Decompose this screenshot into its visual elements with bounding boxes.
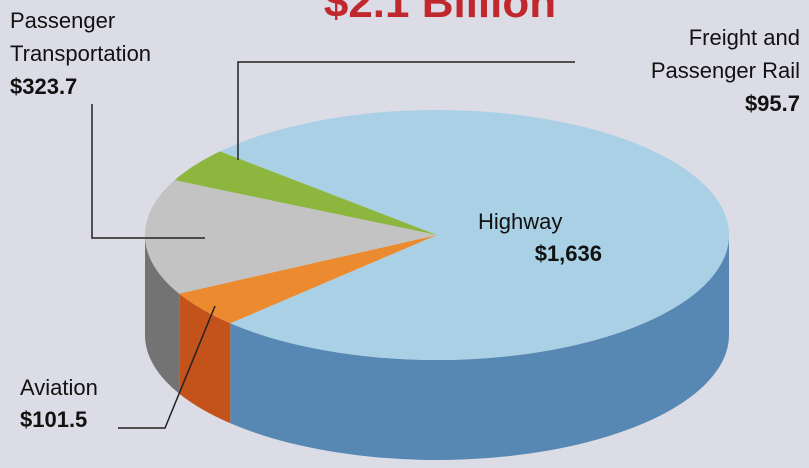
slice-side — [179, 293, 231, 424]
slice-side — [145, 235, 180, 394]
label-name: Highway — [478, 209, 563, 234]
label-name: Freight and Passenger Rail — [650, 25, 800, 83]
chart-title: $2.1 Billion — [323, 0, 557, 27]
leader-line — [118, 305, 216, 429]
slice — [220, 110, 730, 361]
slice-side — [230, 235, 729, 461]
slice — [179, 235, 437, 324]
label-name: Passenger Transportation — [10, 8, 152, 66]
label-value: $101.5 — [20, 407, 88, 432]
slice — [174, 151, 437, 235]
label: Highway $1,636 — [478, 206, 602, 270]
leader-line — [237, 61, 575, 160]
label: Passenger Transportation $323.7 — [10, 4, 200, 103]
slice — [145, 180, 438, 294]
leader-line — [91, 104, 205, 239]
pie — [145, 110, 730, 461]
label-value: $1,636 — [534, 241, 602, 266]
label-value: $95.7 — [744, 91, 800, 116]
label: Freight and Passenger Rail $95.7 — [590, 21, 800, 120]
label: Aviation $101.5 — [20, 372, 180, 436]
label-name: Aviation — [20, 375, 98, 400]
label-value: $323.7 — [10, 74, 78, 99]
